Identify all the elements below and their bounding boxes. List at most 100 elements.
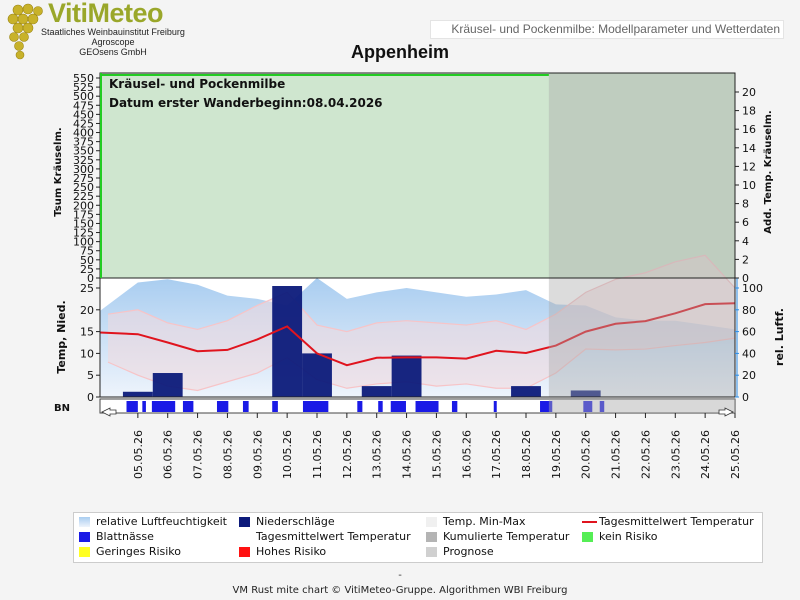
x-tick-label: 14.05.26 — [401, 430, 414, 479]
legend: relative Luftfeuchtigkeit Niederschläge Te… — [73, 512, 763, 563]
top-left-tick-label: 400 — [73, 127, 94, 140]
top-right-axis-title: Add. Temp. Kräuselm. — [763, 110, 774, 233]
bottom-right-tick-label: 80 — [742, 304, 756, 317]
x-tick-label: 16.05.26 — [460, 430, 473, 479]
chart-canvas: 0255075100125150175200225250275300325350… — [53, 72, 786, 479]
logo-subtitle-3: GEOsens GmbH — [79, 47, 147, 57]
bottom-right-tick-label: 20 — [742, 369, 756, 382]
top-left-tick-label: 200 — [73, 199, 94, 212]
top-plot-background — [100, 73, 735, 278]
precip-bar — [391, 355, 422, 397]
top-left-tick-label: 475 — [73, 99, 94, 112]
top-left-tick-label: 225 — [73, 190, 94, 203]
leaf-wetness-segment — [357, 401, 363, 412]
top-left-tick-label: 325 — [73, 154, 94, 167]
x-tick-label: 13.05.26 — [371, 430, 384, 479]
bottom-right-tick-label: 60 — [742, 326, 756, 339]
top-left-tick-label: 0 — [87, 272, 94, 285]
top-left-tick-label: 375 — [73, 136, 94, 149]
bottom-left-tick-label: 10 — [80, 347, 94, 360]
top-left-tick-label: 100 — [73, 236, 94, 249]
leaf-wetness-segment — [540, 401, 553, 412]
leaf-wetness-segment — [599, 401, 605, 412]
temp-max-line — [107, 254, 736, 333]
top-right-tick-label: 18 — [742, 105, 756, 118]
x-tick-label: 15.05.26 — [430, 430, 443, 479]
leaf-wetness-segment — [378, 401, 383, 412]
bottom-left-axis-title: Temp, Nied. — [55, 300, 68, 373]
legend-label: kein Risiko — [599, 530, 658, 543]
bottom-left-tick-label: 15 — [80, 326, 94, 339]
x-tick-label: 21.05.26 — [610, 430, 623, 479]
x-tick-label: 19.05.26 — [550, 430, 563, 479]
legend-label: Temp. Min-Max — [443, 515, 526, 528]
bottom-right-tick-label: 40 — [742, 347, 756, 360]
logo: VitiMeteo Staatliches Weinbauinstitut Fr… — [0, 0, 190, 64]
leaf-wetness-segment — [182, 401, 194, 412]
x-tick-label: 24.05.26 — [699, 430, 712, 479]
leaf-wetness-segment — [451, 401, 458, 412]
precip-bar — [272, 286, 303, 397]
top-right-tick-label: 6 — [742, 216, 749, 229]
top-left-tick-label: 175 — [73, 208, 94, 221]
top-left-tick-label: 125 — [73, 227, 94, 240]
top-right-tick-label: 12 — [742, 160, 756, 173]
leaf-wetness-segment — [272, 401, 278, 412]
prognosis-overlay — [548, 73, 735, 397]
leaf-wetness-segment — [126, 401, 138, 412]
x-tick-label: 11.05.26 — [311, 430, 324, 479]
header-subtitle: Kräusel- und Pockenmilbe: Modellparamete… — [430, 20, 784, 39]
legend-swatch — [239, 517, 250, 527]
precip-bar — [361, 386, 392, 397]
legend-swatch — [239, 547, 250, 557]
leaf-wetness-label: BN — [54, 403, 70, 414]
legend-swatch — [582, 532, 593, 542]
x-tick-label: 08.05.26 — [221, 430, 234, 479]
grape-logo-icon — [7, 3, 43, 60]
legend-label: Kumulierte Temperatur — [443, 530, 570, 543]
top-left-axis-title: Tsum Kräuselm. — [53, 127, 64, 216]
logo-subtitle-1: Staatliches Weinbauinstitut Freiburg — [41, 27, 185, 37]
top-right-tick-label: 20 — [742, 86, 756, 99]
footer-dash: - — [398, 570, 402, 581]
bottom-left-tick-label: 0 — [87, 391, 94, 404]
top-left-tick-label: 300 — [73, 163, 94, 176]
bottom-right-tick-label: 100 — [742, 282, 763, 295]
x-tick-label: 23.05.26 — [669, 430, 682, 479]
top-right-tick-label: 0 — [742, 272, 749, 285]
legend-swatch — [79, 517, 90, 527]
leaf-wetness-segment — [415, 401, 439, 412]
precip-bar — [570, 390, 601, 397]
scroll-left-icon — [101, 407, 117, 417]
precip-bar — [122, 391, 153, 397]
top-left-tick-label: 350 — [73, 145, 94, 158]
x-tick-label: 05.05.26 — [132, 430, 145, 479]
x-tick-label: 10.05.26 — [281, 430, 294, 479]
temp-minmax-band — [108, 255, 735, 391]
x-tick-label: 09.05.26 — [251, 430, 264, 479]
legend-swatch — [426, 532, 437, 542]
top-left-tick-label: 450 — [73, 108, 94, 121]
x-tick-label: 25.05.26 — [729, 430, 742, 479]
leaf-wetness-segment — [216, 401, 229, 412]
logo-title: VitiMeteo — [48, 0, 164, 28]
temp-mean-line — [99, 302, 736, 367]
leaf-wetness-segment — [583, 401, 593, 412]
legend-label: Blattnässe — [96, 530, 154, 543]
legend-swatch — [582, 521, 597, 523]
legend-label: Niederschläge — [256, 515, 335, 528]
x-tick-label: 20.05.26 — [580, 430, 593, 479]
chart-title: Appenheim — [350, 42, 449, 62]
legend-swatch — [426, 547, 437, 557]
precip-bar — [302, 353, 332, 397]
legend-label: Geringes Risiko — [96, 545, 182, 558]
legend-label: Hohes Risiko — [256, 545, 327, 558]
x-tick-label: 12.05.26 — [341, 430, 354, 479]
legend-swatch — [79, 532, 90, 542]
leaf-wetness-segment — [151, 401, 176, 412]
top-left-tick-label: 525 — [73, 81, 94, 94]
annotation-date: Datum erster Wanderbeginn:08.04.2026 — [109, 96, 383, 110]
bottom-right-tick-label: 0 — [742, 391, 749, 404]
legend-swatch — [426, 517, 437, 527]
top-right-tick-label: 10 — [742, 179, 756, 192]
